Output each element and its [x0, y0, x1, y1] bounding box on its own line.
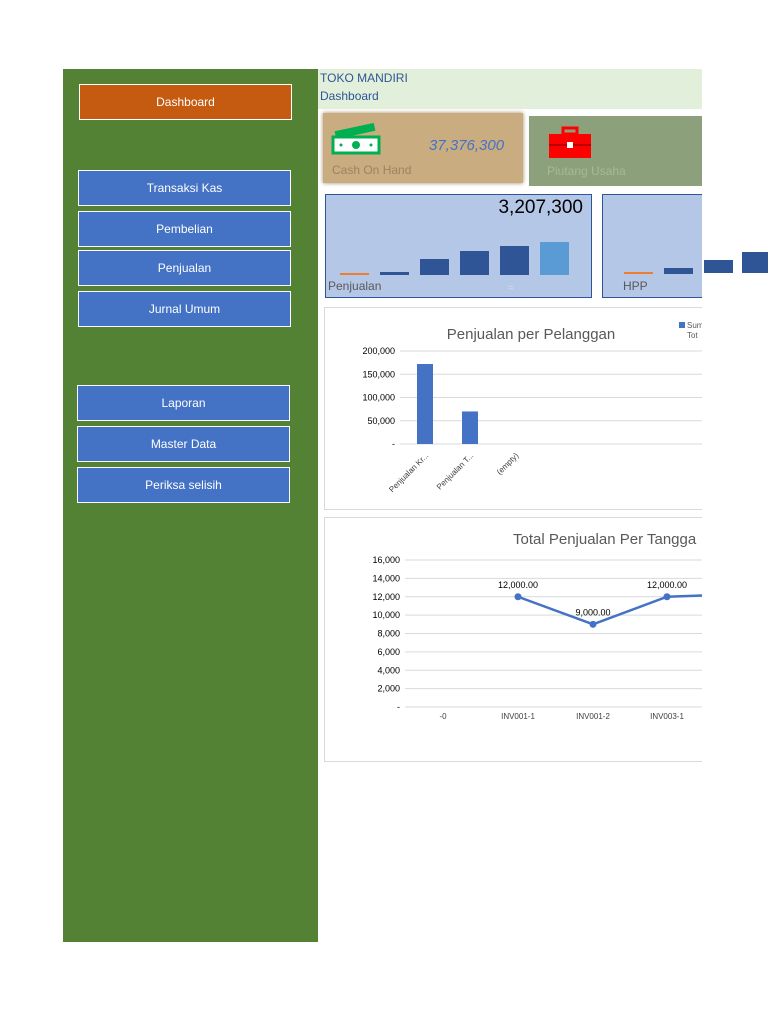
- x-tick-label: -0: [439, 712, 447, 721]
- nav-laporan-button[interactable]: Laporan: [77, 385, 290, 421]
- sparkbar: [540, 242, 569, 275]
- x-tick-label: Penjualan T...: [435, 451, 476, 492]
- y-tick-label: 12,000: [372, 592, 400, 602]
- bar: [462, 411, 478, 444]
- overflow-sparkbars: [704, 252, 768, 273]
- legend-swatch: [679, 322, 685, 328]
- nav-dashboard-button[interactable]: Dashboard: [79, 84, 292, 120]
- nav-master-data-button[interactable]: Master Data: [77, 426, 290, 462]
- sparkbar: [460, 251, 489, 275]
- legend-entry: Sum: [687, 321, 702, 330]
- sparkbar: [420, 259, 449, 275]
- bar: [417, 364, 433, 444]
- data-point: [589, 620, 597, 628]
- y-tick-label: 200,000: [362, 346, 395, 356]
- data-label: 9,000.00: [575, 607, 610, 617]
- briefcase-icon: [549, 126, 591, 158]
- sparkbar: [380, 272, 409, 275]
- legend-entry: Tot: [687, 331, 698, 340]
- company-name: TOKO MANDIRI: [320, 71, 408, 85]
- sidebar: Dashboard Transaksi Kas Pembelian Penjua…: [63, 69, 318, 942]
- nav-penjualan-button[interactable]: Penjualan: [78, 250, 291, 286]
- hpp-kpi-label: HPP: [623, 279, 648, 293]
- y-tick-label: -: [397, 702, 400, 712]
- y-tick-label: 100,000: [362, 393, 395, 403]
- data-label: 12,000.00: [498, 580, 538, 590]
- x-tick-label: Penjualan Kr...: [387, 451, 430, 494]
- x-tick-label: (empty): [495, 451, 521, 477]
- y-tick-label: 2,000: [377, 684, 400, 694]
- penjualan-kpi-label: Penjualan: [328, 279, 382, 293]
- chart-title: Total Penjualan Per Tangga: [513, 531, 697, 548]
- sparkbar: [704, 260, 733, 273]
- page-title: Dashboard: [320, 89, 379, 103]
- y-tick-label: 50,000: [367, 416, 395, 426]
- y-tick-label: -: [392, 439, 395, 449]
- sparkbar: [742, 252, 768, 273]
- y-tick-label: 14,000: [372, 573, 400, 583]
- x-tick-label: INV001-1: [501, 712, 535, 721]
- sparkbar: [500, 246, 529, 275]
- penjualan-kpi-card: 3,207,300 Penjualan =: [325, 194, 592, 298]
- nav-transaksi-kas-button[interactable]: Transaksi Kas: [78, 170, 291, 206]
- piutang-usaha-label: Piutang Usaha: [547, 164, 626, 178]
- y-tick-label: 8,000: [377, 629, 400, 639]
- hpp-sparkline: [624, 268, 693, 274]
- header-band: TOKO MANDIRI Dashboard: [318, 69, 702, 109]
- main-panel: TOKO MANDIRI Dashboard 37,376,300 Cash O…: [318, 69, 702, 942]
- penjualan-per-pelanggan-chart: Penjualan per Pelanggan Sum Tot 200,000 150,…: [324, 307, 702, 510]
- data-point: [514, 593, 522, 601]
- y-tick-label: 4,000: [377, 665, 400, 675]
- cash-on-hand-card: 37,376,300 Cash On Hand: [323, 113, 523, 183]
- penjualan-kpi-value: 3,207,300: [498, 197, 583, 218]
- series-line: [517, 594, 702, 626]
- sparkbar: [664, 268, 693, 274]
- y-tick-label: 150,000: [362, 369, 395, 379]
- sparkbar: [624, 272, 653, 274]
- chart-title: Penjualan per Pelanggan: [447, 326, 615, 343]
- nav-periksa-selisih-button[interactable]: Periksa selisih: [77, 467, 290, 503]
- y-tick-label: 10,000: [372, 610, 400, 620]
- x-tick-label: INV003-1: [650, 712, 684, 721]
- cash-on-hand-label: Cash On Hand: [332, 163, 412, 177]
- penjualan-kpi-mark: =: [508, 283, 514, 294]
- nav-pembelian-button[interactable]: Pembelian: [78, 211, 291, 247]
- data-point: [663, 593, 671, 601]
- sparkbar: [340, 273, 369, 275]
- hpp-kpi-card: HPP: [602, 194, 702, 298]
- line-chart-svg: Total Penjualan Per Tangga 16,000 14,000 12…: [372, 531, 702, 721]
- y-tick-label: 6,000: [377, 647, 400, 657]
- x-tick-label: INV001-2: [576, 712, 610, 721]
- cash-icon: [331, 123, 381, 155]
- piutang-usaha-card: Piutang Usaha: [529, 116, 702, 186]
- data-label: 12,000.00: [647, 580, 687, 590]
- y-tick-label: 16,000: [372, 555, 400, 565]
- total-penjualan-chart: Total Penjualan Per Tangga 16,000 14,000 12…: [324, 517, 702, 762]
- nav-jurnal-umum-button[interactable]: Jurnal Umum: [78, 291, 291, 327]
- penjualan-sparkline: [340, 242, 569, 275]
- cash-on-hand-value: 37,376,300: [429, 137, 505, 154]
